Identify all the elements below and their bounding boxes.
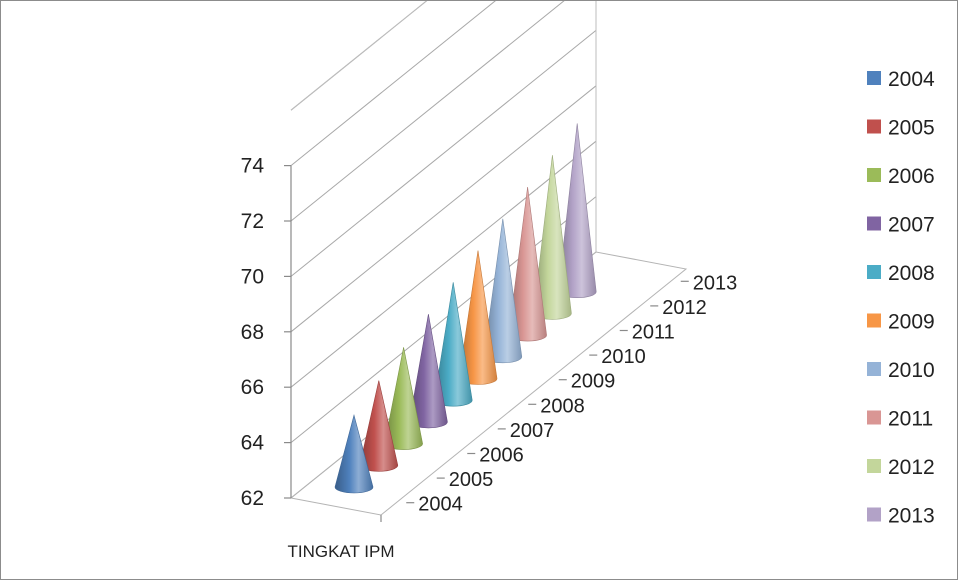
depth-label: 2013 bbox=[693, 272, 738, 294]
cone-body bbox=[334, 414, 374, 494]
legend-swatch bbox=[867, 71, 881, 85]
legend-label: 2006 bbox=[888, 165, 935, 188]
gridline bbox=[290, 85, 597, 333]
depth-label: 2010 bbox=[601, 346, 646, 368]
y-tick-label: 62 bbox=[241, 487, 264, 510]
legend-swatch bbox=[867, 410, 881, 425]
depth-label: 2012 bbox=[662, 297, 707, 319]
top-wall-edge bbox=[290, 1, 428, 111]
y-tick-label: 72 bbox=[241, 210, 264, 233]
y-tick-label: 66 bbox=[241, 376, 264, 399]
depth-label: 2004 bbox=[418, 494, 463, 516]
depth-label: 2008 bbox=[540, 395, 585, 417]
depth-label: 2007 bbox=[510, 420, 555, 442]
legend-swatch bbox=[867, 459, 881, 473]
legend-label: 2008 bbox=[888, 262, 935, 285]
legend-swatch bbox=[867, 265, 881, 279]
legend-swatch bbox=[867, 313, 881, 328]
legend-swatch bbox=[867, 507, 881, 522]
axes bbox=[284, 165, 689, 522]
legend-label: 2004 bbox=[888, 68, 935, 91]
gridline bbox=[290, 1, 496, 166]
y-tick-label: 70 bbox=[241, 265, 264, 288]
legend-swatch bbox=[867, 216, 881, 231]
legend-label: 2011 bbox=[888, 408, 933, 431]
legend-label: 2010 bbox=[888, 359, 935, 382]
depth-label: 2005 bbox=[449, 469, 494, 491]
legend-label: 2009 bbox=[888, 311, 935, 334]
cones bbox=[334, 123, 597, 494]
legend-swatch bbox=[867, 119, 881, 134]
category-label: TINGKAT IPM bbox=[287, 542, 394, 561]
y-tick-label: 74 bbox=[241, 155, 265, 178]
gridline bbox=[290, 30, 597, 277]
legend-swatch bbox=[867, 362, 881, 376]
legend: 2004 2005 2006 2007 2008 2009 2010 2011 2012 2013 bbox=[867, 68, 935, 528]
depth-label: 2006 bbox=[479, 445, 524, 467]
y-tick-label: 64 bbox=[241, 432, 265, 455]
legend-label: 2013 bbox=[888, 505, 935, 528]
legend-swatch bbox=[867, 168, 881, 182]
cone-2004 bbox=[334, 414, 374, 494]
legend-label: 2007 bbox=[888, 214, 935, 237]
gridline bbox=[290, 1, 428, 111]
legend-label: 2005 bbox=[888, 117, 935, 140]
gridline bbox=[290, 140, 597, 388]
depth-label: 2009 bbox=[571, 371, 616, 393]
depth-label: 2011 bbox=[632, 322, 675, 344]
legend-label: 2012 bbox=[888, 456, 935, 479]
y-tick-label: 68 bbox=[241, 321, 264, 344]
gridline bbox=[290, 1, 565, 222]
